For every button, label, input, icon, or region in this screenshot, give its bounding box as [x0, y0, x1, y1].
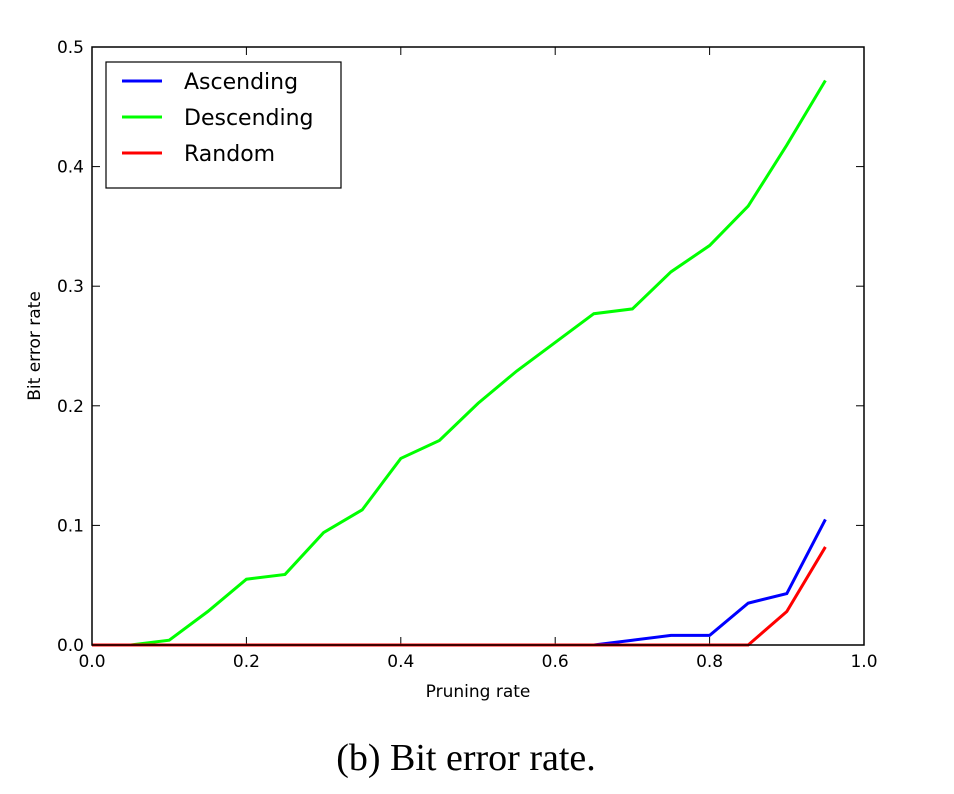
legend-label: Random	[184, 142, 275, 167]
caption: (b) Bit error rate.	[336, 737, 596, 779]
plot-frame	[91, 46, 865, 646]
legend-label: Descending	[184, 106, 314, 131]
y-tick-label: 0.2	[57, 397, 84, 417]
y-tick-label: 0.3	[57, 277, 84, 297]
x-tick-label: 0.0	[78, 652, 105, 672]
x-tick-label: 0.8	[696, 652, 723, 672]
x-axis-label: Pruning rate	[426, 682, 531, 702]
y-tick-label: 0.4	[57, 158, 84, 178]
x-tick-label: 0.4	[387, 652, 414, 672]
x-tick-label: 0.2	[233, 652, 260, 672]
y-axis-label: Bit error rate	[25, 291, 45, 401]
y-tick-label: 0.1	[57, 516, 84, 536]
y-tick-label: 0.5	[57, 38, 84, 58]
line	[92, 79, 827, 647]
x-tick-label: 1.0	[850, 652, 877, 672]
legend-box	[105, 61, 342, 189]
x-tick-label: 0.6	[542, 652, 569, 672]
line	[92, 518, 827, 647]
y-tick-label: 0.0	[57, 636, 84, 656]
legend-label: Ascending	[184, 70, 298, 95]
